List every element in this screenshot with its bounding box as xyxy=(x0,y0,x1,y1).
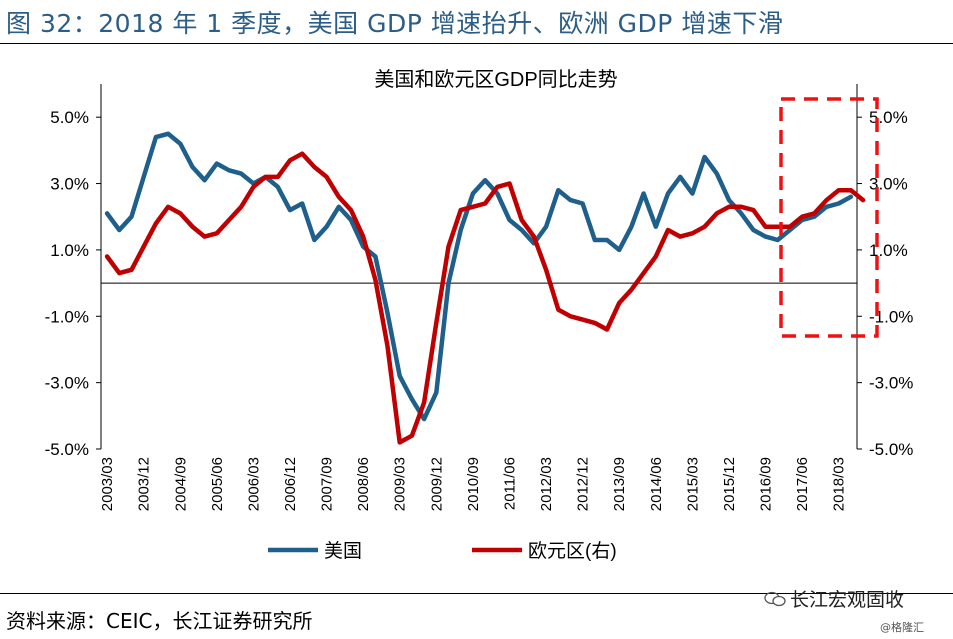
right-tick-label: 3.0% xyxy=(869,175,908,194)
x-tick-label: 2008/06 xyxy=(355,457,372,511)
x-tick-label: 2009/03 xyxy=(392,457,409,511)
right-tick-label: 5.0% xyxy=(869,108,908,127)
x-tick-label: 2007/09 xyxy=(319,457,336,511)
right-tick-label: -1.0% xyxy=(869,307,913,326)
x-tick-label: 2015/12 xyxy=(721,457,738,511)
credit: @格隆汇 xyxy=(880,621,924,634)
left-tick-label: 5.0% xyxy=(50,108,89,127)
series-euro-line xyxy=(104,151,866,445)
chart-title: 美国和欧元区GDP同比走势 xyxy=(374,68,617,91)
source-note: 资料来源：CEIC，长江证券研究所 xyxy=(6,609,313,633)
legend: 美国 欧元区(右) xyxy=(268,540,617,562)
right-tick-label: 1.0% xyxy=(869,241,908,260)
right-tick-label: -3.0% xyxy=(869,374,913,393)
x-tick-label: 2013/09 xyxy=(611,457,628,511)
x-axis-ticks: 2003/03 2003/12 2004/09 2005/06 2006/03 2006/… xyxy=(99,457,848,511)
x-tick-label: 2004/09 xyxy=(172,457,189,511)
left-tick-label: -1.0% xyxy=(45,307,89,326)
bottom-rule xyxy=(0,593,953,594)
highlight-box xyxy=(779,97,879,338)
x-tick-label: 2014/06 xyxy=(648,457,665,511)
x-tick-label: 2016/09 xyxy=(758,457,775,511)
left-tick-label: -3.0% xyxy=(45,374,89,393)
x-tick-label: 2005/06 xyxy=(209,457,226,511)
gdp-chart: 美国和欧元区GDP同比走势 5.0% 3.0% 1.0% -1.0% -3.0% -5.0… xyxy=(45,68,914,562)
x-tick-label: 2011/06 xyxy=(501,457,518,510)
x-tick-label: 2003/03 xyxy=(99,457,116,511)
x-tick-label: 2003/12 xyxy=(136,457,153,511)
left-axis-ticks: 5.0% 3.0% 1.0% -1.0% -3.0% -5.0% xyxy=(45,108,101,459)
left-tick-label: 1.0% xyxy=(50,241,89,260)
x-tick-label: 2006/03 xyxy=(245,457,262,511)
right-tick-label: -5.0% xyxy=(869,440,913,459)
series-us-line xyxy=(104,131,854,422)
right-axis-ticks: 5.0% 3.0% 1.0% -1.0% -3.0% -5.0% xyxy=(857,108,913,459)
x-tick-label: 2012/03 xyxy=(538,457,555,511)
x-tick-label: 2009/12 xyxy=(428,457,445,511)
x-tick-label: 2010/09 xyxy=(465,457,482,511)
left-tick-label: -5.0% xyxy=(45,440,89,459)
legend-euro-label: 欧元区(右) xyxy=(528,540,617,562)
x-tick-label: 2012/12 xyxy=(575,457,592,511)
x-tick-label: 2006/12 xyxy=(282,457,299,511)
x-tick-label: 2018/03 xyxy=(831,457,848,511)
x-tick-label: 2017/06 xyxy=(794,457,811,511)
watermark-text: 长江宏观固收 xyxy=(790,589,905,611)
wechat-icon xyxy=(764,591,786,606)
legend-us-label: 美国 xyxy=(324,540,362,562)
figure-title: 图 32：2018 年 1 季度，美国 GDP 增速抬升、欧洲 GDP 增速下滑 xyxy=(6,9,784,38)
top-rule xyxy=(0,43,953,44)
axes xyxy=(100,84,858,449)
series-lines xyxy=(104,131,866,445)
x-tick-label: 2015/03 xyxy=(684,457,701,511)
watermark: 长江宏观固收 xyxy=(764,585,904,612)
left-tick-label: 3.0% xyxy=(50,175,89,194)
